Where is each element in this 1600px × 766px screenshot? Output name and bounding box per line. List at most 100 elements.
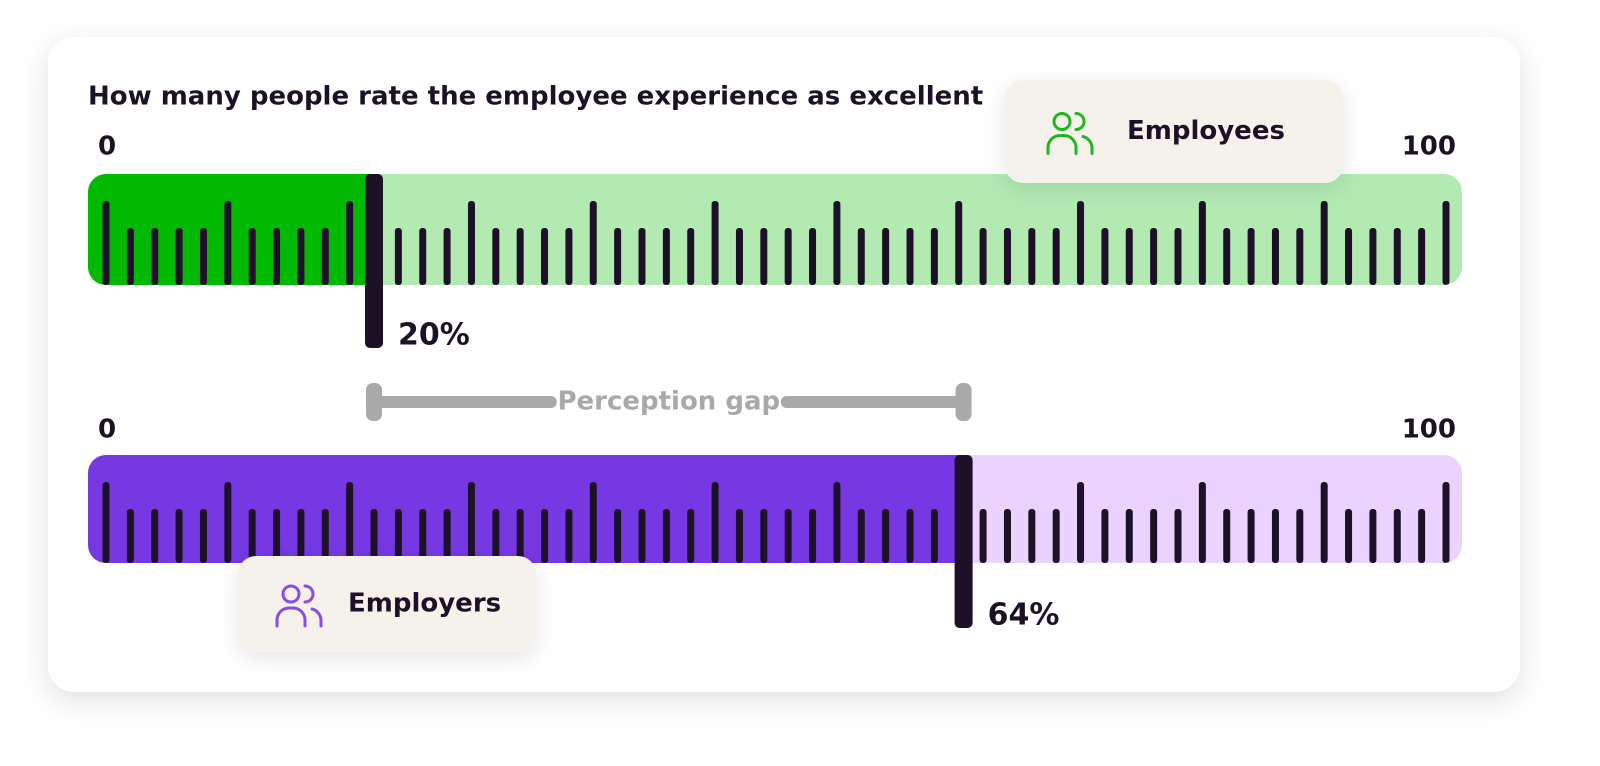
ruler-tick xyxy=(565,228,573,285)
ruler-tick xyxy=(467,482,475,563)
ruler-tick xyxy=(1052,509,1060,563)
gauge xyxy=(88,174,1462,285)
icon-head2 xyxy=(303,584,315,604)
ruler-tick xyxy=(979,509,987,563)
bar xyxy=(88,455,964,563)
ruler-tick xyxy=(638,228,646,285)
ruler-tick xyxy=(906,228,914,285)
ruler-tick xyxy=(1345,509,1353,563)
ruler-tick xyxy=(151,509,159,563)
ruler-tick xyxy=(1393,228,1401,285)
ruler-tick xyxy=(1369,509,1377,563)
ruler-tick xyxy=(516,228,524,285)
ruler-tick xyxy=(1198,201,1206,285)
ruler-tick xyxy=(126,509,134,563)
ruler-tick xyxy=(102,482,110,563)
ruler-tick xyxy=(1101,228,1109,285)
icon-head2 xyxy=(1074,112,1086,131)
ruler-tick xyxy=(735,228,743,285)
ruler-tick xyxy=(273,228,281,285)
gauge xyxy=(88,455,1462,563)
people-icon xyxy=(275,584,323,628)
ruler-tick xyxy=(467,201,475,285)
ruler-tick xyxy=(1003,228,1011,285)
ruler-tick xyxy=(784,509,792,563)
ruler-tick xyxy=(175,228,183,285)
ruler-tick xyxy=(321,228,329,285)
ruler-tick xyxy=(248,509,256,563)
ruler-tick xyxy=(1442,482,1450,563)
icon-head xyxy=(281,584,301,604)
x-tick-label: 100 xyxy=(1402,415,1456,445)
x-tick-label: 0 xyxy=(98,132,116,162)
ruler-tick xyxy=(199,228,207,285)
ruler-tick xyxy=(541,509,549,563)
people-icon xyxy=(1046,112,1094,155)
ruler-tick xyxy=(1028,228,1036,285)
ruler-tick xyxy=(711,201,719,285)
ruler-tick xyxy=(1369,228,1377,285)
ruler-tick xyxy=(735,509,743,563)
ruler-tick xyxy=(882,509,890,563)
ruler-tick xyxy=(1223,509,1231,563)
ruler-tick xyxy=(1320,201,1328,285)
value-marker xyxy=(954,455,973,628)
ruler-tick xyxy=(224,482,232,563)
ruler-tick xyxy=(1150,228,1158,285)
legend-label: Employees xyxy=(1127,116,1285,146)
icon-body xyxy=(275,606,307,628)
ruler-tick xyxy=(687,509,695,563)
ruler-tick xyxy=(930,228,938,285)
value-marker xyxy=(365,174,383,348)
icon-body xyxy=(1046,134,1078,155)
ruler-tick xyxy=(809,509,817,563)
ruler-tick xyxy=(1296,228,1304,285)
ruler-tick xyxy=(1150,509,1158,563)
ruler-tick xyxy=(370,509,378,563)
chart-title: How many people rate the employee experi… xyxy=(88,82,983,112)
x-tick-label: 0 xyxy=(98,415,116,445)
ruler-tick xyxy=(1077,482,1085,563)
ruler-tick xyxy=(151,228,159,285)
ruler-tick xyxy=(419,509,427,563)
ruler-tick xyxy=(1271,228,1279,285)
ruler-tick xyxy=(199,509,207,563)
ruler-tick xyxy=(1174,509,1182,563)
ruler-tick xyxy=(175,509,183,563)
ruler-tick xyxy=(1052,228,1060,285)
ruler-tick xyxy=(614,228,622,285)
ruler-tick xyxy=(1101,509,1109,563)
ruler-tick xyxy=(760,509,768,563)
ruler-tick xyxy=(394,509,402,563)
ruler-tick xyxy=(1442,201,1450,285)
icon-body2 xyxy=(1081,135,1094,155)
ruler-tick xyxy=(711,482,719,563)
legend-card xyxy=(1005,80,1343,183)
ruler-tick xyxy=(297,228,305,285)
ruler-tick xyxy=(443,509,451,563)
ruler-tick xyxy=(248,228,256,285)
ruler-tick xyxy=(516,509,524,563)
ruler-tick xyxy=(443,228,451,285)
ruler-tick xyxy=(955,201,963,285)
ruler-tick xyxy=(419,228,427,285)
ruler-tick xyxy=(1003,509,1011,563)
ruler-tick xyxy=(1418,509,1426,563)
ruler-tick xyxy=(857,509,865,563)
ruler-tick xyxy=(1247,509,1255,563)
ruler-tick xyxy=(565,509,573,563)
annotation: Perception gap xyxy=(557,387,780,417)
ruler-tick xyxy=(857,228,865,285)
ruler-tick xyxy=(1345,228,1353,285)
ruler-tick xyxy=(102,201,110,285)
ruler-tick xyxy=(346,201,354,285)
legend-card xyxy=(238,556,536,652)
ruler-tick xyxy=(1198,482,1206,563)
ruler-tick xyxy=(492,509,500,563)
ruler-tick xyxy=(1077,201,1085,285)
ruler-tick xyxy=(589,482,597,563)
ruler-tick xyxy=(1418,228,1426,285)
ruler-tick xyxy=(126,228,134,285)
